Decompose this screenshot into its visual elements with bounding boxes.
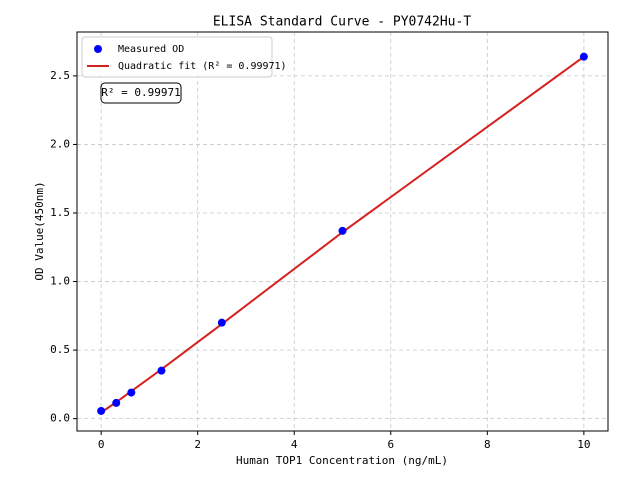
y-axis-label: OD Value(450nm): [33, 181, 46, 280]
y-tick-label: 2.0: [50, 137, 70, 150]
annotation-box: [100, 82, 182, 104]
data-point: [112, 398, 121, 407]
data-point: [127, 388, 136, 397]
x-tick-label: 0: [98, 438, 105, 451]
x-axis-label: Human TOP1 Concentration (ng/mL): [236, 454, 448, 467]
plot-frame: [76, 31, 609, 432]
chart-title: ELISA Standard Curve - PY0742Hu-T: [213, 15, 471, 30]
x-tick-label: 2: [194, 438, 201, 451]
y-tick-label: 1.0: [50, 275, 70, 288]
y-tick-label: 0.0: [50, 412, 70, 425]
legend-label: Measured OD: [118, 44, 184, 55]
x-tick-label: 10: [577, 438, 590, 451]
data-point: [579, 52, 588, 61]
legend-box: [81, 36, 273, 78]
y-tick-label: 0.5: [50, 343, 70, 356]
legend-marker: [94, 45, 102, 53]
x-tick-label: 4: [291, 438, 298, 451]
data-point: [217, 318, 226, 327]
data-point: [97, 406, 106, 415]
y-tick-label: 1.5: [50, 206, 70, 219]
y-tick-label: 2.5: [50, 69, 70, 82]
x-tick-label: 6: [387, 438, 394, 451]
annotation: R² = 0.99971: [101, 86, 180, 99]
legend-label: Quadratic fit (R² = 0.99971): [118, 61, 287, 72]
x-tick-label: 8: [484, 438, 491, 451]
data-point: [338, 226, 347, 235]
data-point: [157, 366, 166, 375]
